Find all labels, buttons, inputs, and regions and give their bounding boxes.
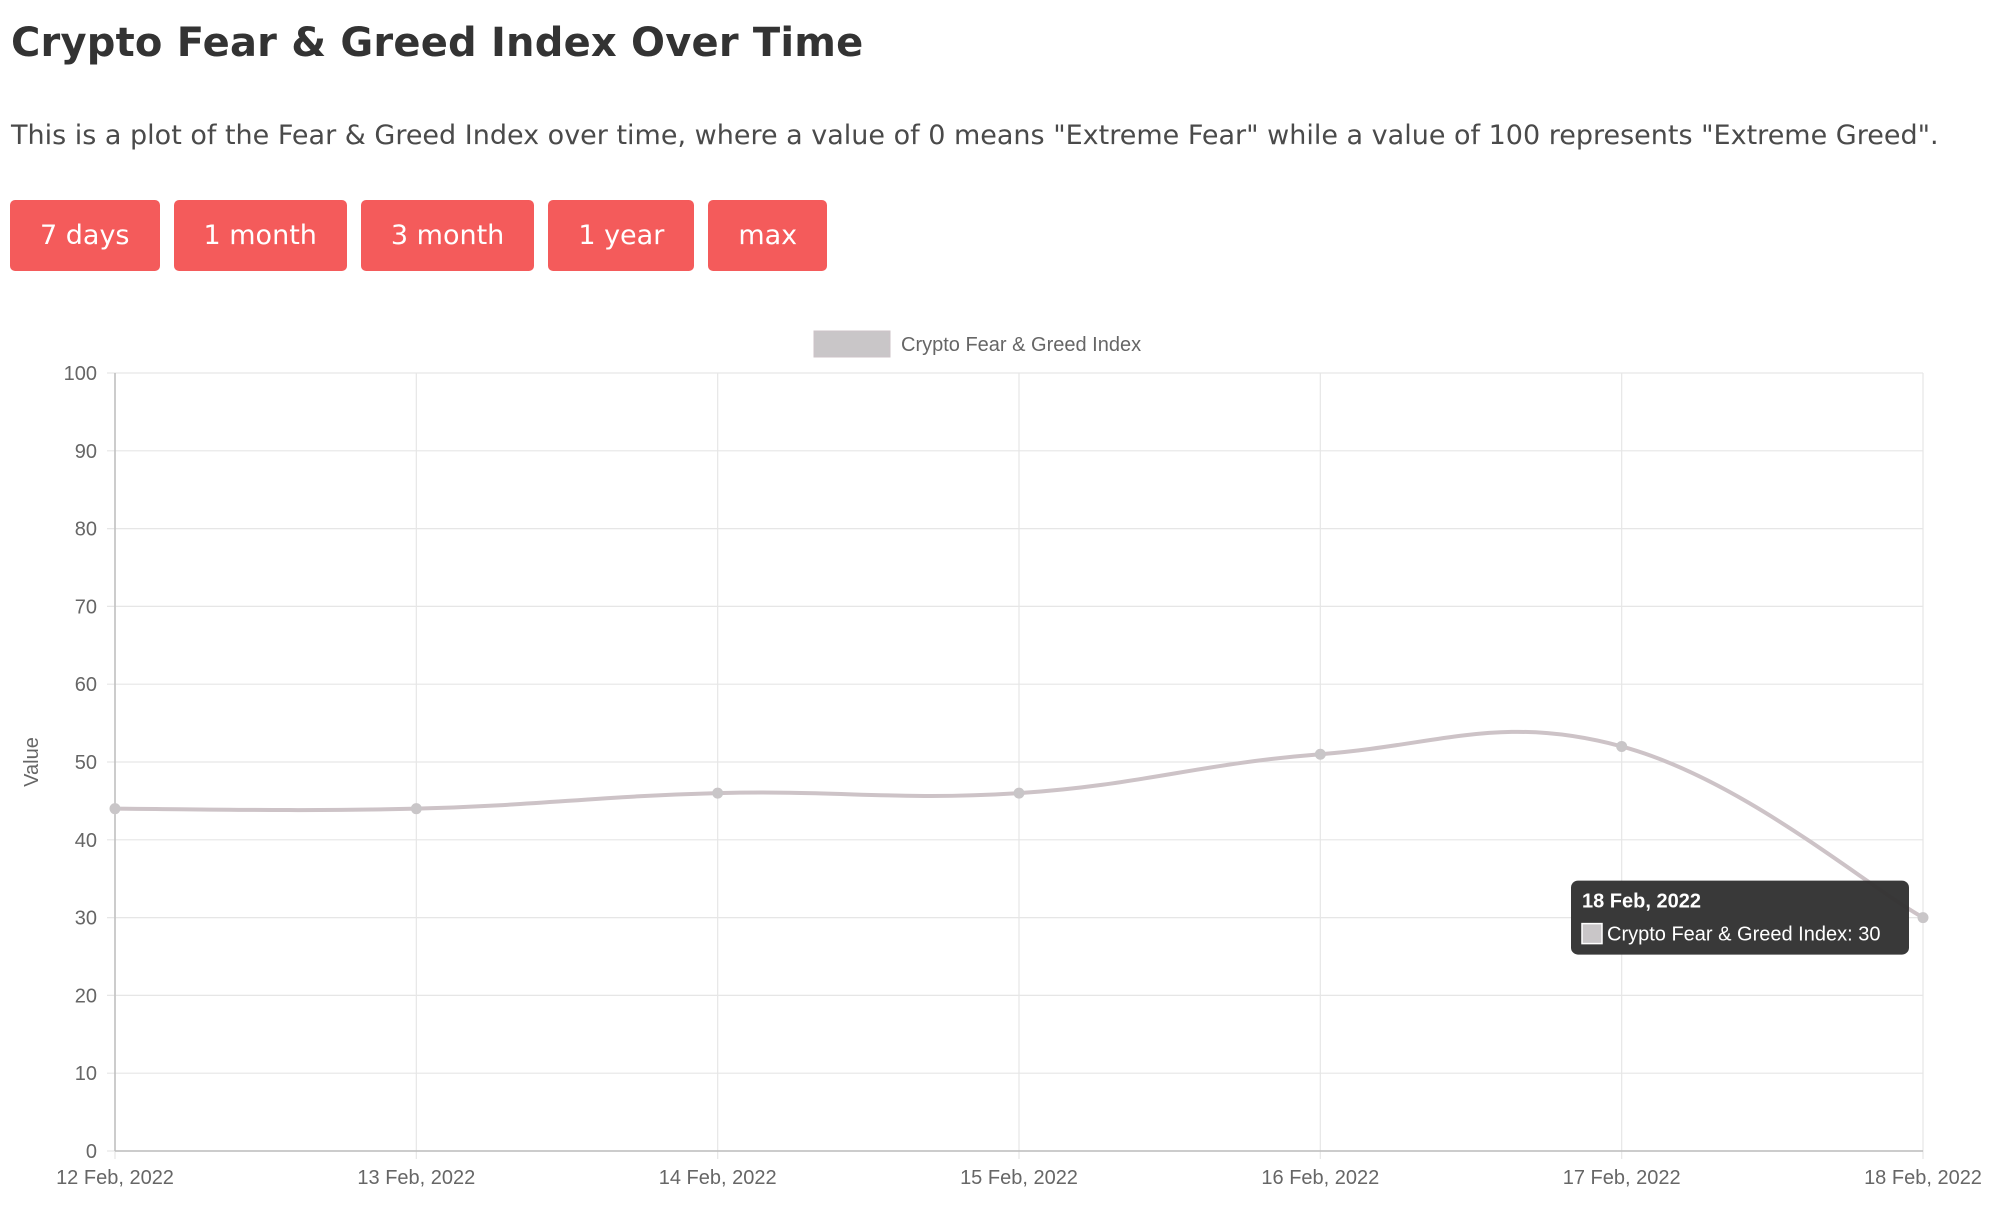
x-tick-label-15-feb-2022: 15 Feb, 2022 (960, 1167, 1078, 1189)
y-tick-label-90: 90 (75, 441, 97, 463)
page-description: This is a plot of the Fear & Greed Index… (11, 120, 1939, 151)
page-title: Crypto Fear & Greed Index Over Time (11, 20, 864, 66)
x-tick-label-16-feb-2022: 16 Feb, 2022 (1261, 1167, 1379, 1189)
data-point-14-feb-2022[interactable] (712, 787, 724, 799)
y-tick-label-50: 50 (75, 752, 97, 774)
x-tick-label-18-feb-2022: 18 Feb, 2022 (1864, 1167, 1982, 1189)
y-tick-label-30: 30 (75, 908, 97, 930)
range-button-1-year[interactable]: 1 year (548, 200, 695, 271)
data-point-12-feb-2022[interactable] (109, 803, 121, 815)
y-axis-title: Value (21, 737, 43, 787)
legend-swatch[interactable] (813, 330, 891, 358)
tooltip-background (1571, 880, 1909, 955)
chart-tooltip: 18 Feb, 2022 Crypto Fear & Greed Index: … (1571, 880, 1909, 955)
y-tick-label-60: 60 (75, 674, 97, 696)
data-point-18-feb-2022[interactable] (1917, 912, 1929, 924)
x-tick-label-17-feb-2022: 17 Feb, 2022 (1563, 1167, 1681, 1189)
chart-grid (107, 372, 1924, 1159)
range-button-max[interactable]: max (708, 200, 828, 271)
tooltip-swatch (1581, 922, 1603, 945)
range-button-3-month[interactable]: 3 month (360, 200, 535, 271)
y-tick-label-20: 20 (75, 985, 97, 1007)
range-button-group: 7 days 1 month 3 month 1 year max (10, 200, 828, 271)
tooltip-title: 18 Feb, 2022 (1582, 891, 1701, 913)
data-point-16-feb-2022[interactable] (1314, 748, 1326, 760)
range-button-7-days[interactable]: 7 days (10, 200, 160, 271)
data-point-17-feb-2022[interactable] (1616, 740, 1628, 752)
legend-label[interactable]: Crypto Fear & Greed Index (901, 334, 1141, 356)
y-tick-label-100: 100 (64, 363, 97, 385)
x-tick-label-14-feb-2022: 14 Feb, 2022 (659, 1167, 777, 1189)
chart-axes: 0 10 20 30 40 50 60 70 80 90 100 12 Feb, 2022 13 Feb… (56, 363, 1982, 1189)
tooltip-body: Crypto Fear & Greed Index: 30 (1607, 924, 1880, 946)
chart-series (109, 729, 1929, 924)
y-tick-label-80: 80 (75, 519, 97, 541)
data-point-13-feb-2022[interactable] (410, 803, 422, 815)
y-tick-label-70: 70 (75, 596, 97, 618)
x-tick-label-12-feb-2022: 12 Feb, 2022 (56, 1167, 174, 1189)
y-tick-label-0: 0 (86, 1141, 97, 1163)
y-tick-label-40: 40 (75, 830, 97, 852)
y-tick-label-10: 10 (75, 1063, 97, 1085)
range-button-1-month[interactable]: 1 month (173, 200, 347, 271)
data-point-15-feb-2022[interactable] (1013, 787, 1025, 799)
chart-legend[interactable]: Crypto Fear & Greed Index (813, 330, 1141, 358)
x-tick-label-13-feb-2022: 13 Feb, 2022 (357, 1167, 475, 1189)
